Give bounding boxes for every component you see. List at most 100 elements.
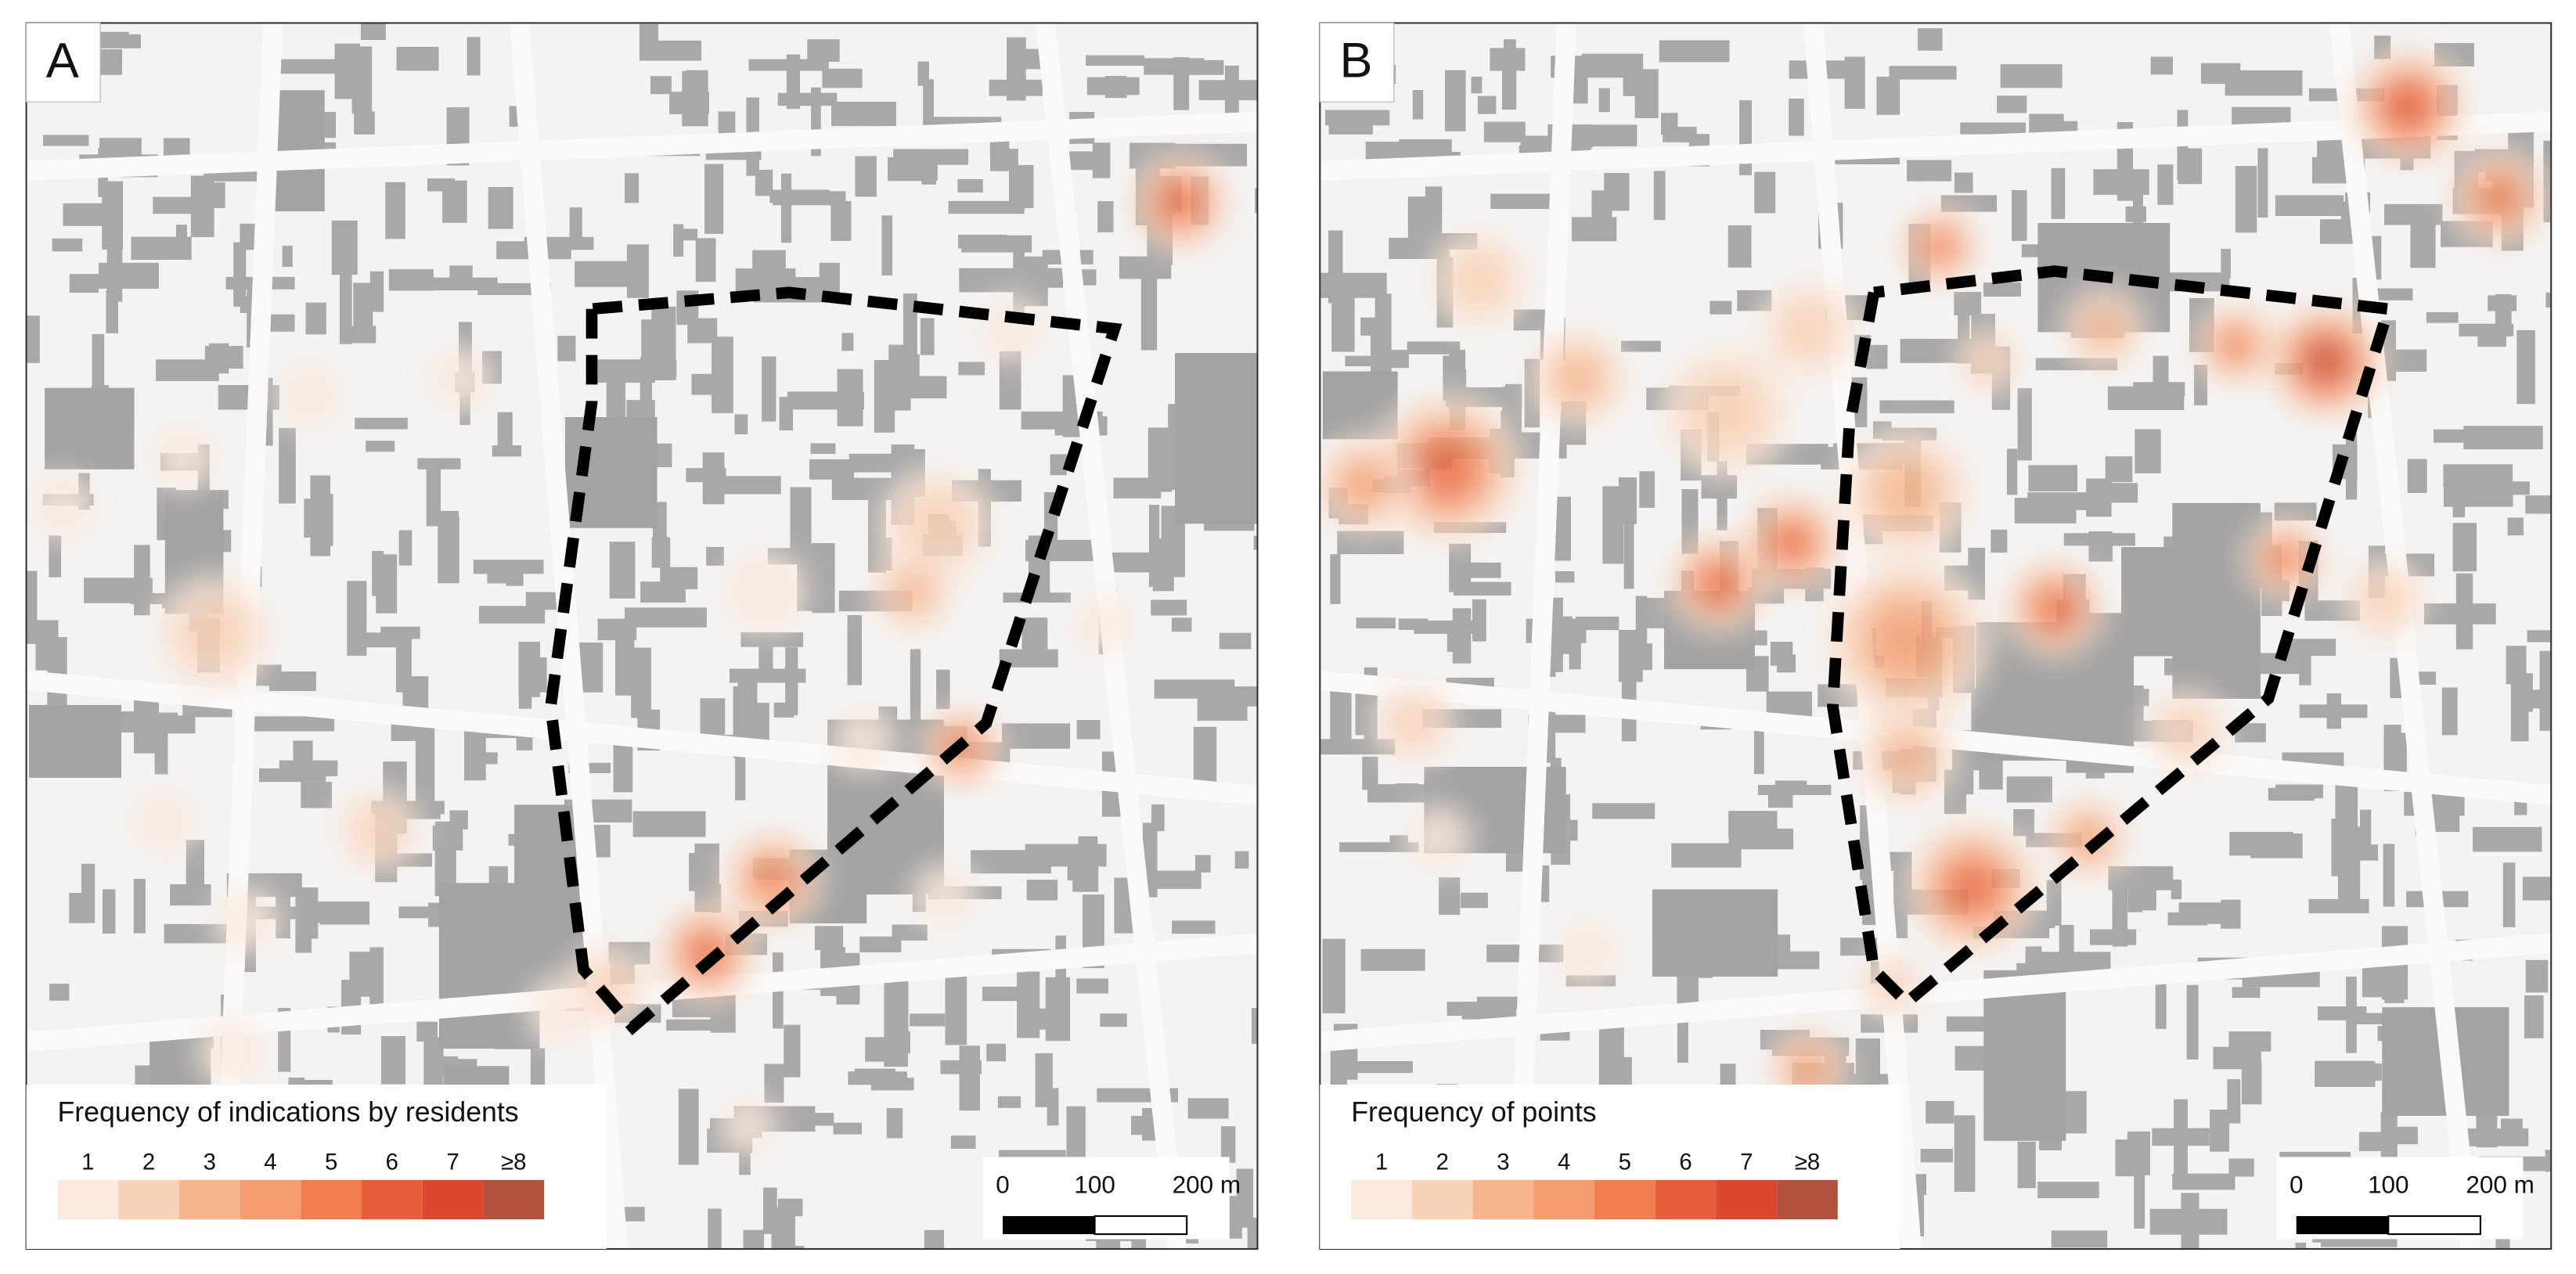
legend-class-label: 1 (1375, 1150, 1388, 1175)
building (675, 229, 698, 241)
building (1169, 59, 1224, 75)
heat-blob (718, 1096, 778, 1156)
building (917, 61, 929, 86)
building (2089, 929, 2137, 945)
building (49, 984, 70, 1001)
building (2017, 1141, 2036, 1189)
building (892, 924, 928, 941)
building (632, 811, 706, 837)
building (961, 235, 1032, 253)
heat-blob (132, 788, 197, 855)
building (1100, 1013, 1127, 1027)
building (81, 863, 95, 923)
heat-blob (2313, 348, 2339, 375)
building (1171, 617, 1192, 632)
building (2014, 498, 2077, 524)
building (702, 452, 725, 505)
building (2500, 1118, 2523, 1139)
building (2091, 483, 2138, 503)
building (893, 149, 969, 165)
building (2149, 1208, 2228, 1235)
legend-swatch (118, 1179, 179, 1220)
building (784, 1024, 801, 1078)
building (2410, 223, 2436, 268)
building (1866, 344, 1888, 369)
building (1407, 341, 1461, 354)
building (1256, 167, 1258, 250)
building (1753, 731, 1764, 775)
building (360, 23, 386, 41)
building (1681, 488, 1699, 554)
building (790, 487, 812, 551)
building (587, 367, 655, 383)
heat-blob (1072, 595, 1131, 654)
legend-class-label: 2 (1436, 1150, 1449, 1175)
building (398, 530, 413, 566)
building (1490, 48, 1526, 71)
building (2441, 687, 2458, 736)
building (1983, 970, 2066, 1141)
building (282, 245, 293, 268)
building (1337, 531, 1404, 555)
heat-blob (1882, 731, 1932, 781)
building (982, 986, 1026, 1002)
legend-swatch (57, 1179, 119, 1220)
building (1926, 1100, 1955, 1124)
building (780, 173, 792, 243)
building (2317, 1006, 2367, 1020)
building (1253, 535, 1258, 550)
building (1889, 66, 1957, 80)
building (1001, 723, 1071, 749)
building (2194, 365, 2208, 405)
building (1003, 592, 1071, 603)
building (910, 1013, 946, 1027)
building (1645, 616, 1666, 628)
building (1257, 551, 1258, 601)
building (1066, 1106, 1086, 1160)
building (810, 443, 836, 455)
building (1876, 77, 1900, 115)
building (2459, 323, 2514, 336)
building (2506, 646, 2527, 685)
heat-blob (196, 1019, 263, 1085)
legend-swatch (1472, 1179, 1534, 1220)
road (510, 23, 629, 1249)
building (2046, 880, 2062, 926)
building (822, 68, 863, 88)
building (2416, 671, 2436, 685)
legend-swatch (240, 1179, 301, 1220)
building (1598, 88, 1610, 113)
building (426, 467, 441, 527)
building (354, 111, 375, 135)
building (35, 620, 59, 671)
building (1710, 301, 1732, 315)
building (380, 1036, 406, 1085)
building (2539, 650, 2552, 731)
building (252, 716, 335, 732)
building (575, 261, 647, 287)
building (1444, 70, 1466, 131)
building (936, 669, 950, 710)
building (1728, 811, 1778, 837)
heat-blob (978, 295, 1044, 362)
building (278, 59, 359, 74)
building (1701, 475, 1738, 499)
legend-class-label: 3 (1497, 1150, 1509, 1175)
legend-class-label: 7 (446, 1150, 459, 1175)
building (1378, 350, 1409, 369)
building (1997, 95, 2027, 113)
building (2028, 465, 2077, 491)
building (98, 262, 159, 289)
building (2299, 655, 2311, 686)
building (2545, 683, 2552, 699)
building (855, 156, 877, 197)
building (1621, 340, 1661, 352)
building (722, 476, 781, 495)
heat-blob (175, 594, 252, 671)
building (92, 333, 105, 395)
scale-bar: 0 100 200 m (2276, 1157, 2535, 1240)
legend-swatch (1655, 1179, 1717, 1220)
building (1960, 122, 2027, 135)
scale-bar-label: 0 (2290, 1171, 2304, 1199)
scale-bar-label: 0 (996, 1171, 1010, 1199)
